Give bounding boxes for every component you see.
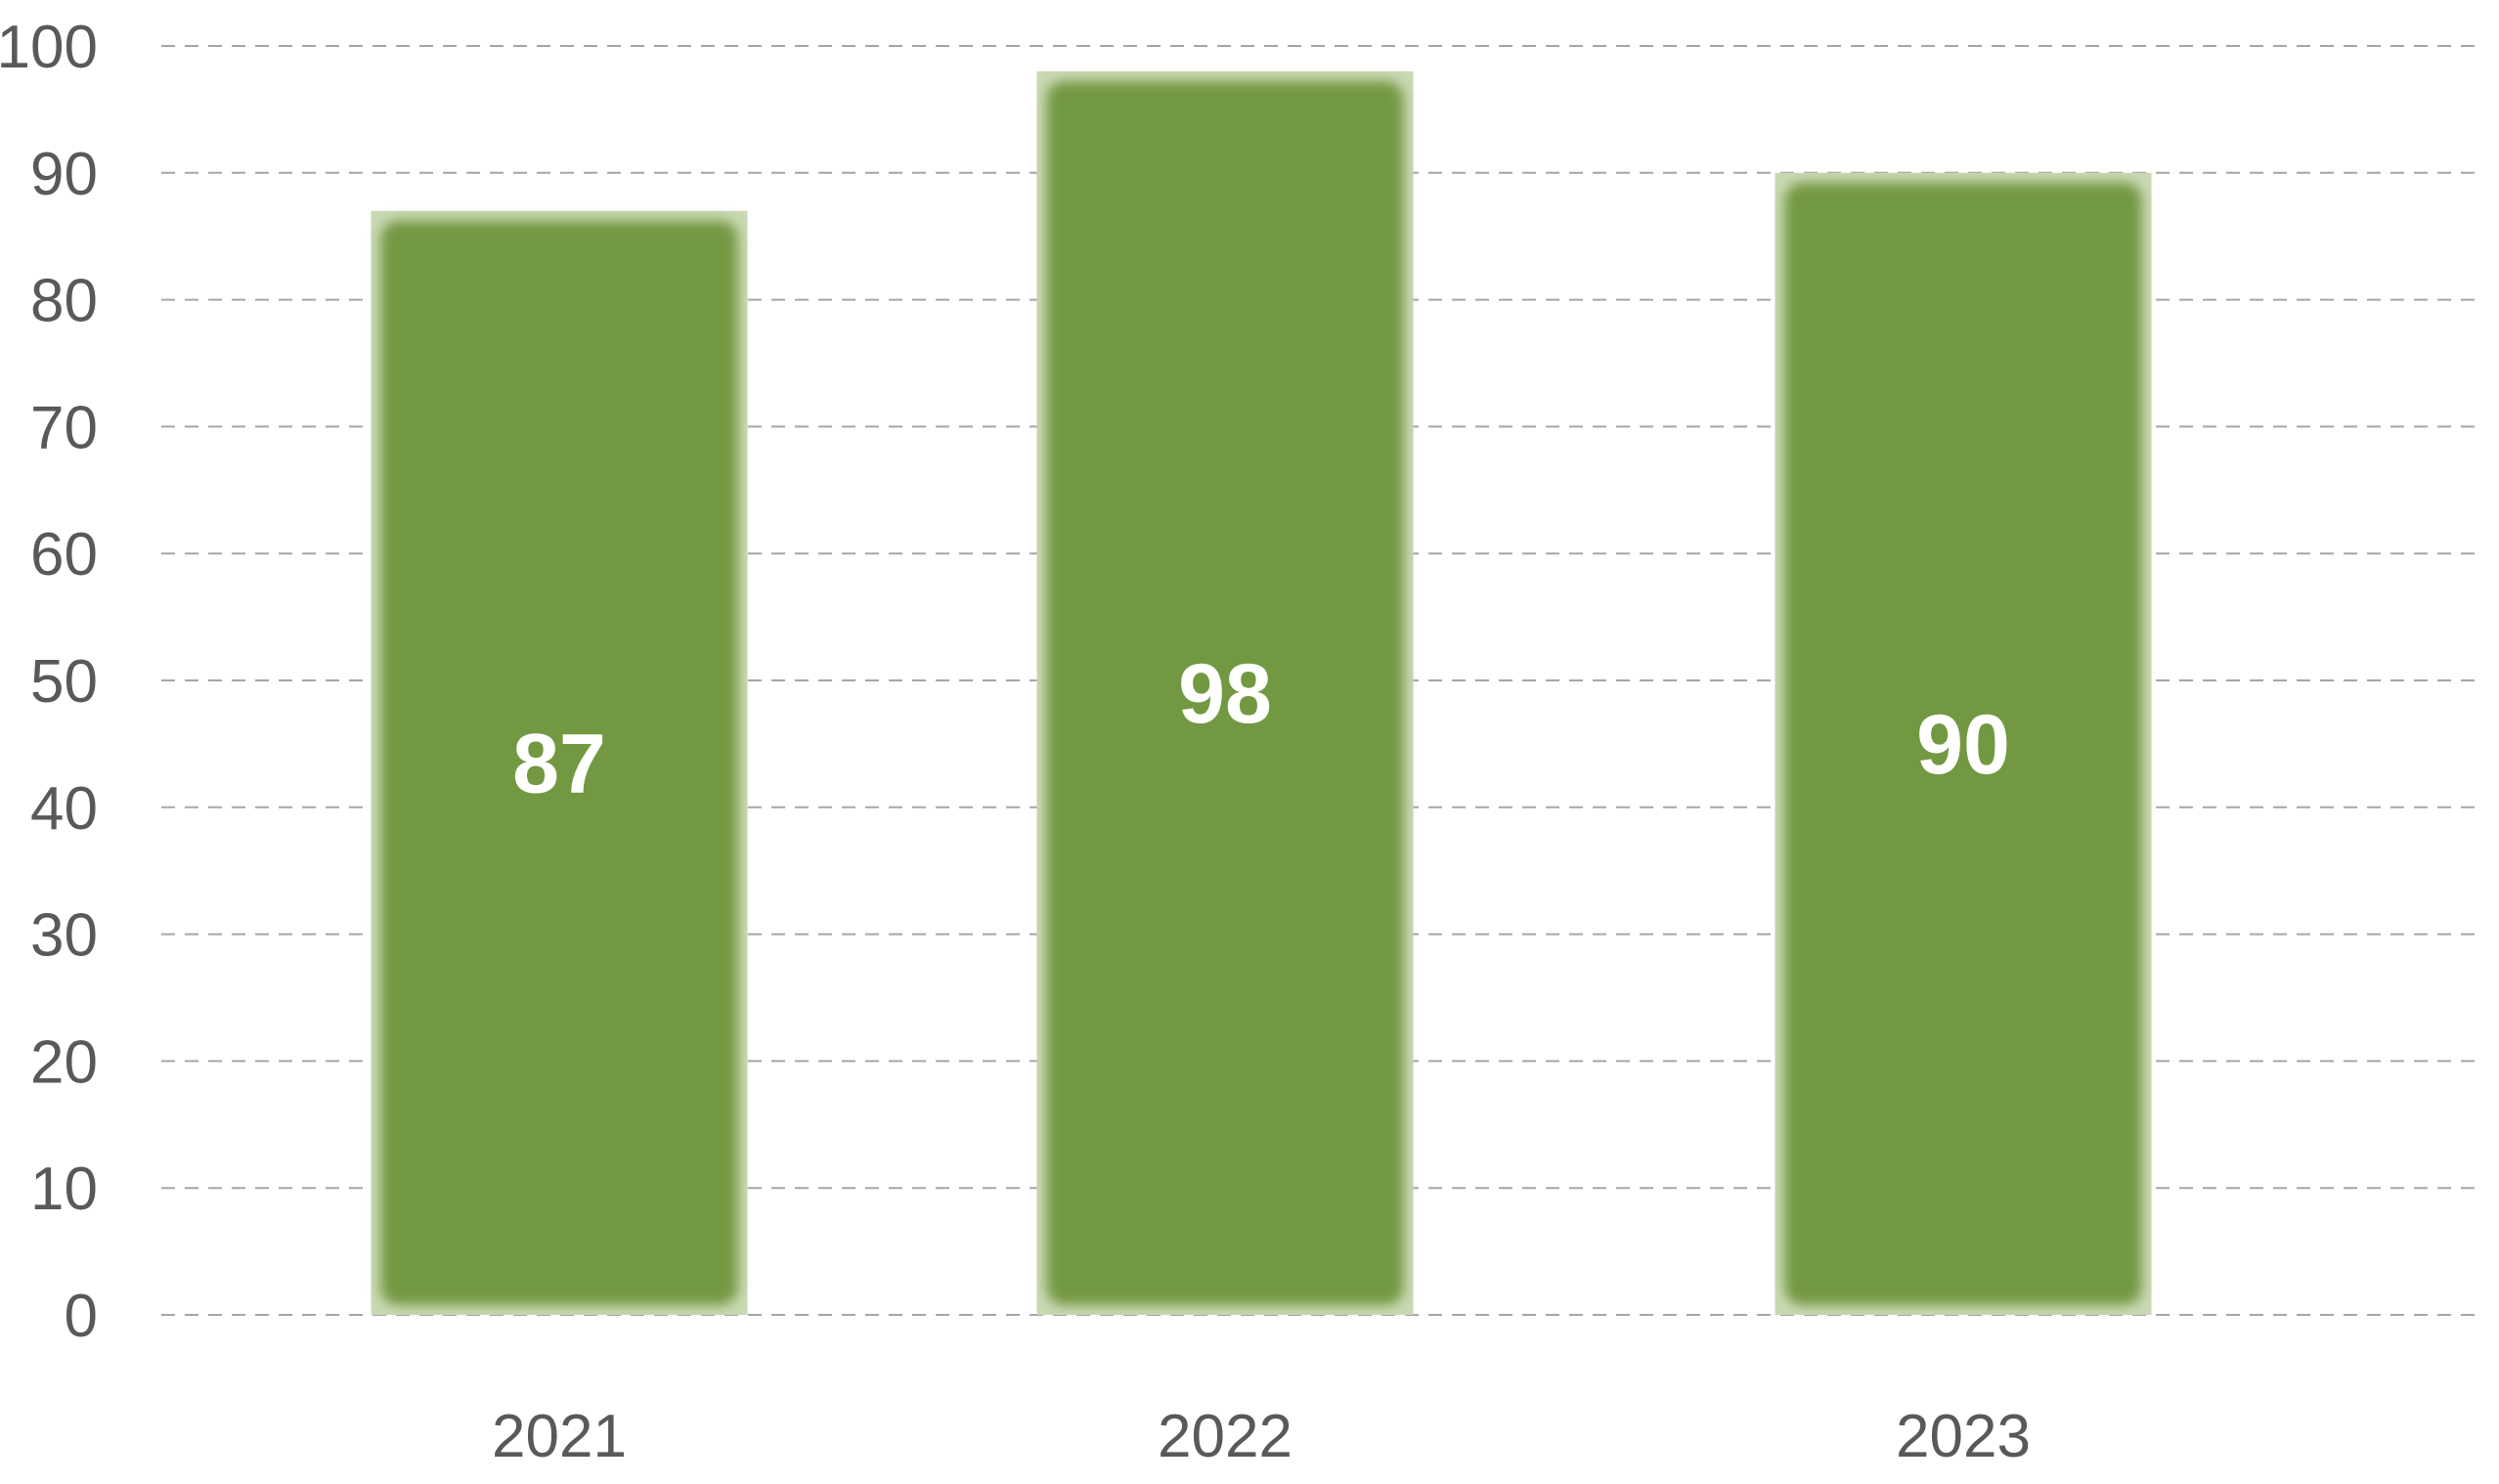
data-label-2021: 87: [512, 717, 606, 810]
x-axis-tick-labels: 2021 2022 2023: [492, 1403, 2031, 1470]
y-tick-label-80: 80: [30, 268, 98, 335]
data-labels: 87 98 90: [512, 647, 2010, 810]
bars: [371, 70, 2152, 1316]
data-label-2023: 90: [1916, 698, 2010, 792]
y-tick-label-20: 20: [30, 1028, 98, 1096]
y-tick-label-100: 100: [0, 14, 98, 81]
y-tick-label-50: 50: [30, 648, 98, 716]
y-tick-label-70: 70: [30, 394, 98, 461]
y-tick-label-30: 30: [30, 902, 98, 970]
data-label-2022: 98: [1178, 647, 1272, 741]
y-tick-label-0: 0: [65, 1283, 98, 1350]
bar-2022: [1046, 80, 1404, 1306]
y-tick-label-10: 10: [30, 1156, 98, 1223]
x-tick-label-2022: 2022: [1158, 1403, 1293, 1470]
x-tick-label-2023: 2023: [1896, 1403, 2031, 1470]
y-axis-tick-labels: 0 10 20 30 40 50 60 70 80 90 100: [0, 14, 98, 1350]
y-tick-label-60: 60: [30, 521, 98, 589]
y-tick-label-40: 40: [30, 775, 98, 843]
x-tick-label-2021: 2021: [492, 1403, 627, 1470]
bar-2023: [1784, 182, 2142, 1305]
bar-2021: [380, 220, 738, 1306]
y-tick-label-90: 90: [30, 141, 98, 208]
